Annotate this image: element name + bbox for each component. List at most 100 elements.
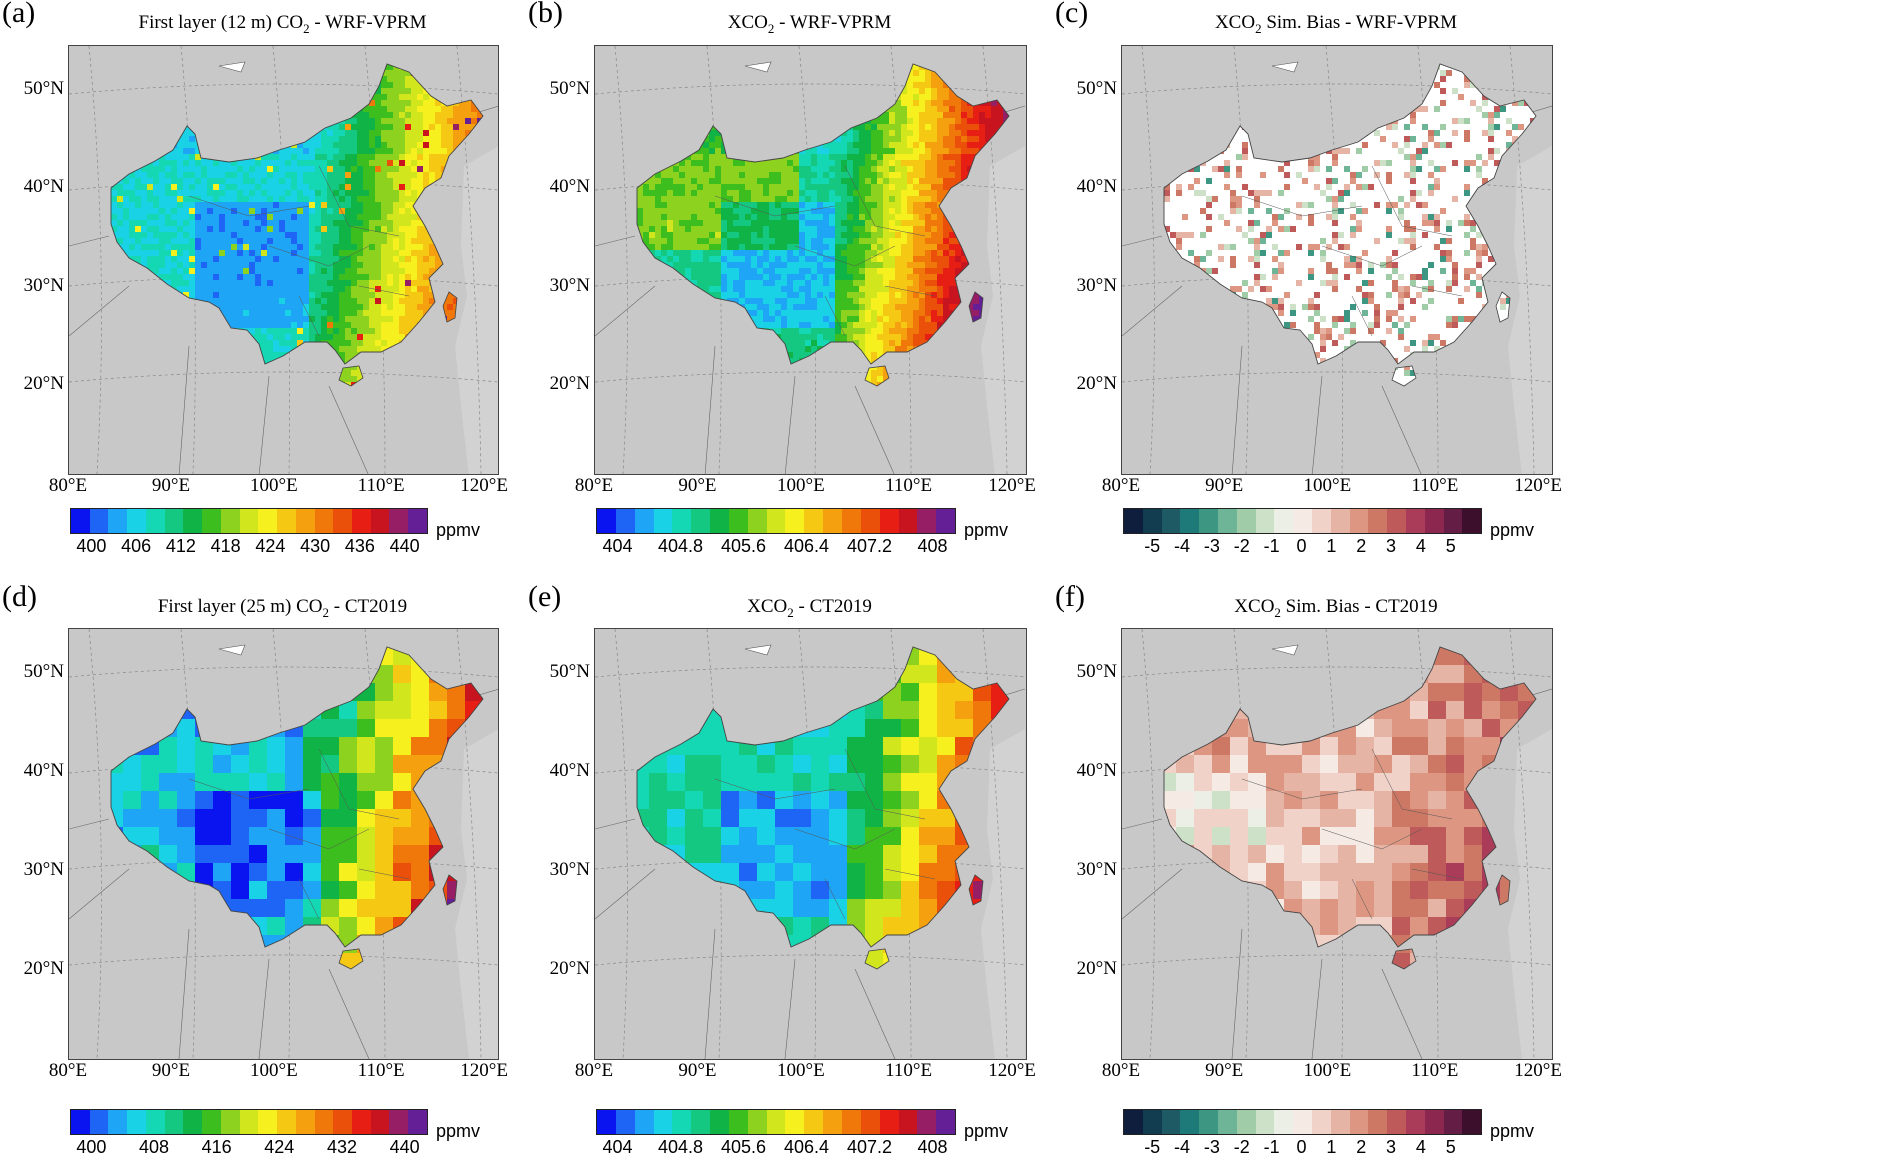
colorbar-swatch	[1142, 1110, 1162, 1134]
colorbar-swatch	[408, 509, 427, 533]
colorbar-swatch	[202, 1110, 221, 1134]
colorbar-swatch	[1387, 1110, 1406, 1134]
colorbar-swatch	[108, 509, 128, 533]
lat-label: 30°N	[1076, 274, 1117, 296]
colorbar-swatch	[183, 1110, 203, 1134]
lat-label: 20°N	[1076, 957, 1117, 979]
lat-label: 30°N	[23, 274, 64, 296]
map-canvas	[1122, 629, 1552, 1059]
colorbar-tick: 416	[201, 1137, 232, 1157]
colorbar-swatch	[710, 1110, 729, 1134]
lat-label: 50°N	[549, 661, 590, 682]
lon-label: 90°E	[1205, 1060, 1244, 1081]
colorbar-swatch	[89, 509, 109, 533]
lon-label: 90°E	[678, 475, 717, 496]
lon-label: 110°E	[357, 475, 405, 496]
lon-label: 110°E	[1411, 475, 1459, 496]
lon-label: 80°E	[48, 475, 88, 496]
colorbar-swatch	[634, 509, 654, 533]
colorbar-swatch	[1330, 1110, 1350, 1134]
lon-label: 120°E	[988, 475, 1036, 496]
colorbar-swatch	[164, 1110, 184, 1134]
map-frame	[1121, 628, 1553, 1060]
colorbar-tick: 440	[389, 536, 420, 556]
colorbar-swatch	[917, 509, 937, 533]
lon-label: 110°E	[1411, 1060, 1459, 1081]
colorbar-swatch	[1124, 509, 1143, 533]
colorbar-tick: -2	[1233, 536, 1250, 556]
lon-label: 80°E	[574, 1060, 614, 1081]
panel-label: (a)	[2, 0, 36, 29]
lon-label: 110°E	[357, 1060, 405, 1081]
lon-label: 80°E	[1101, 475, 1141, 496]
colorbar-tick: 404.8	[657, 536, 703, 556]
colorbar-swatch	[766, 1110, 786, 1134]
colorbar-swatch	[258, 509, 278, 533]
lat-label: 30°N	[1076, 858, 1117, 880]
colorbar-swatch	[804, 1110, 824, 1134]
map-canvas	[595, 46, 1026, 474]
colorbar-tick: 4	[1415, 1137, 1426, 1157]
panel-title: First layer (25 m) CO2 - CT2019	[157, 596, 408, 620]
colorbar-swatch	[333, 1110, 353, 1134]
lat-label: 50°N	[23, 77, 64, 99]
panel-label: (c)	[1055, 0, 1089, 29]
colorbar-swatch	[710, 509, 729, 533]
panel-label: (b)	[528, 0, 563, 29]
lat-label: 30°N	[549, 274, 590, 296]
colorbar-tick: 0	[1296, 1137, 1307, 1157]
colorbar-swatch	[258, 1110, 278, 1134]
colorbar-swatch	[389, 509, 409, 533]
colorbar-swatch	[1161, 1110, 1181, 1134]
lon-label: 90°E	[1205, 475, 1244, 496]
colorbar-swatch	[370, 1110, 390, 1134]
colorbar-tick: 2	[1356, 536, 1367, 556]
colorbar-swatch	[1124, 1110, 1143, 1134]
colorbar-swatch	[370, 509, 390, 533]
lon-label: 100°E	[1303, 475, 1352, 496]
colorbar-swatch	[672, 1110, 692, 1134]
colorbar-swatch	[220, 1110, 240, 1134]
lat-label: 40°N	[1076, 176, 1117, 198]
colorbar-tick: 408	[138, 1137, 170, 1157]
colorbar-swatch	[597, 509, 616, 533]
lat-label: 50°N	[1076, 77, 1117, 99]
colorbar-swatch	[804, 509, 824, 533]
colorbar-swatch	[183, 509, 203, 533]
map-canvas	[69, 629, 498, 1059]
colorbar-unit: ppmv	[964, 1121, 1009, 1141]
colorbar-swatch	[728, 509, 748, 533]
colorbar-swatch	[936, 509, 956, 533]
colorbar-swatch	[277, 509, 296, 533]
lat-label: 50°N	[23, 661, 64, 682]
colorbar-swatch	[1199, 509, 1218, 533]
colorbar-swatch	[1443, 509, 1463, 533]
colorbar-swatch	[277, 1110, 296, 1134]
colorbar-tick: -3	[1203, 536, 1220, 556]
colorbar-swatch	[314, 1110, 334, 1134]
colorbar-swatch	[879, 1110, 899, 1134]
colorbar-tick: 406	[121, 536, 152, 556]
colorbar-swatch	[239, 1110, 259, 1134]
colorbar-swatch	[898, 509, 918, 533]
lat-label: 20°N	[549, 957, 590, 979]
colorbar-tick: 5	[1445, 536, 1456, 556]
colorbar-tick: -2	[1233, 1137, 1250, 1157]
panel-title: First layer (12 m) CO2 - WRF-VPRM	[138, 12, 427, 36]
map-frame	[1121, 45, 1553, 475]
colorbar-swatch	[1161, 509, 1181, 533]
map-frame	[68, 628, 499, 1060]
colorbar	[1123, 1109, 1482, 1135]
colorbar-swatch	[1405, 1110, 1425, 1134]
map-frame	[594, 45, 1027, 475]
colorbar-tick: 406.4	[783, 1137, 830, 1157]
colorbar-swatch	[634, 1110, 654, 1134]
colorbar-swatch	[653, 509, 673, 533]
colorbar-tick: 407.2	[846, 1137, 893, 1157]
colorbar-tick: 440	[389, 1137, 420, 1157]
colorbar-swatch	[936, 1110, 956, 1134]
colorbar-tick: 2	[1356, 1137, 1367, 1157]
lon-label: 120°E	[1514, 475, 1562, 496]
colorbar-tick: 412	[165, 536, 196, 556]
colorbar-tick: 408	[917, 536, 948, 556]
